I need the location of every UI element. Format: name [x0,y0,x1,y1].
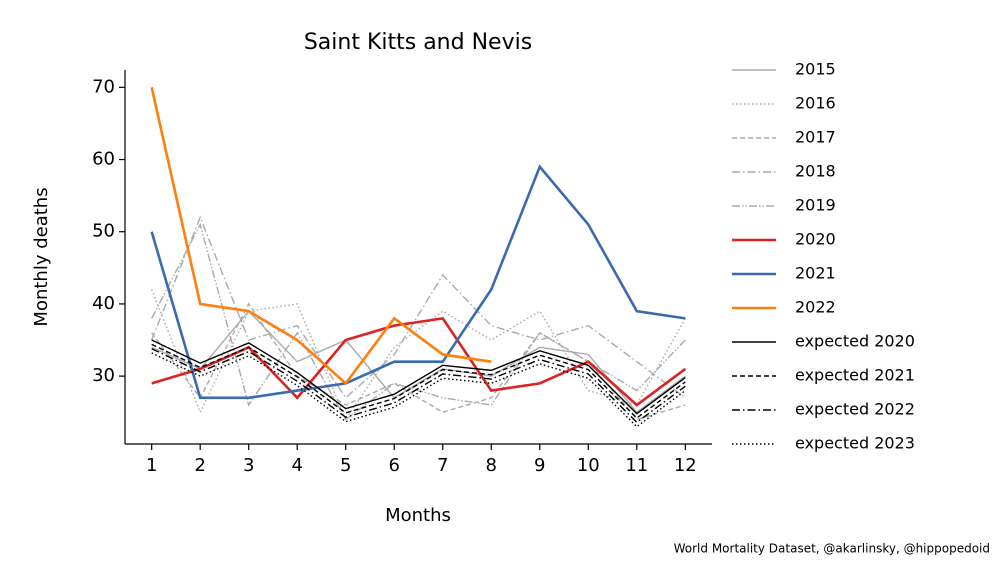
x-tick-label: 10 [577,455,600,476]
legend-label: 2020 [795,230,836,249]
x-tick-label: 8 [486,455,497,476]
series-line [151,348,686,424]
y-tick-label: 30 [92,365,115,386]
series-line [151,222,686,421]
source: World Mortality Dataset, @akarlinsky, @h… [674,542,990,556]
legend-label: 2015 [795,60,836,79]
x-tick-label: 6 [389,455,400,476]
legend-label: 2022 [795,298,836,317]
legend-label: 2018 [795,162,836,181]
y-tick-label: 70 [92,76,115,97]
x-tick-label: 3 [243,455,254,476]
x-axis-label: Months [385,505,451,526]
x-tick-label: 7 [437,455,448,476]
legend-label: expected 2022 [795,400,915,419]
series-line [151,339,686,415]
series-line [150,87,492,386]
x-tick-label: 9 [534,455,545,476]
series-line [151,302,686,421]
series-line [150,164,686,400]
legend-label: 2017 [795,128,836,147]
legend-label: 2021 [795,264,836,283]
series-line [151,289,686,421]
legend-label: expected 2020 [795,332,915,351]
x-tick-label: 5 [340,455,351,476]
x-tick-label: 2 [194,455,205,476]
x-tick-label: 4 [291,455,302,476]
legend-label: 2019 [795,196,836,215]
legend-label: expected 2021 [795,366,915,385]
y-tick-label: 60 [92,149,115,170]
series-line [151,343,686,419]
y-axis-label: Monthly deaths [31,187,52,326]
series-line [151,215,686,399]
x-tick-label: 12 [674,455,697,476]
y-tick-label: 50 [92,221,115,242]
legend-label: expected 2023 [795,434,915,453]
chart-title: Saint Kitts and Nevis [304,30,532,55]
legend-label: 2016 [795,94,836,113]
x-tick-label: 1 [146,455,157,476]
y-tick-label: 40 [92,293,115,314]
x-tick-label: 11 [625,455,648,476]
